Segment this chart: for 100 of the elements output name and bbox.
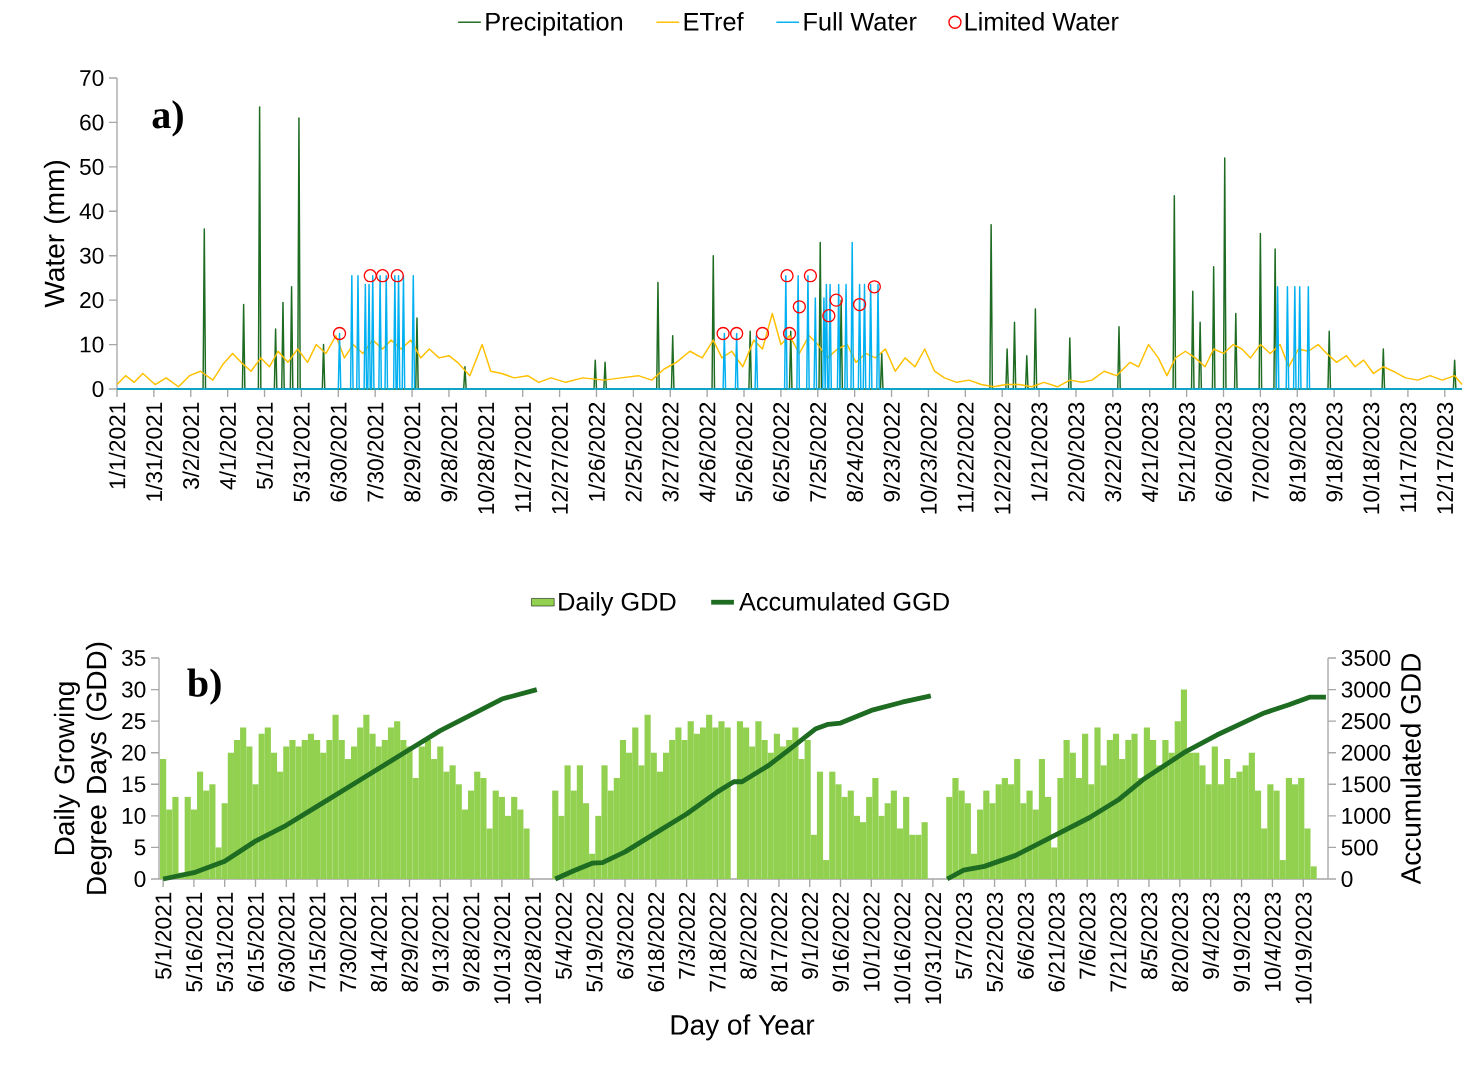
point [867,280,882,294]
x-tick-label: 10/1/2022 [862,892,880,991]
y2-tick-label: 3000 [1341,681,1391,698]
x-tick-label: 6/21/2023 [1048,892,1065,992]
x-tick-label: 7/6/2023 [1078,892,1096,979]
x-tick-label: 1/26/2022 [588,402,605,501]
x-tick-label: 3/2/2021 [182,402,200,490]
point [716,326,730,341]
x-tick-label: 10/18/2023 [1362,402,1380,514]
x-tick-label: 9/1/2022 [801,892,819,979]
x-tick-label: 6/30/2021 [329,402,347,502]
y-tick-label: 10 [80,336,104,353]
point [852,297,867,312]
x-tick-label: 8/14/2021 [370,892,388,992]
x-tick-label: 10/23/2022 [920,402,937,514]
point [803,269,818,283]
point [332,326,347,341]
x-tick-label: 9/23/2022 [883,402,900,502]
x-tick-label: 10/28/2021 [477,402,495,514]
point [390,269,404,283]
y2-tick-label: 2500 [1341,713,1391,730]
x-tick-label: 11/27/2021 [514,402,532,512]
x-tick-label: 7/21/2023 [1109,892,1127,992]
x-tick-label: 5/1/2021 [256,402,273,490]
x-tick-label: 4/1/2021 [219,402,236,490]
legend-label: Limited Water [965,12,1119,31]
point [792,300,807,314]
y-tick-label: 35 [121,649,146,667]
y2-tick-label: 3500 [1341,649,1391,667]
x-tick-label: 12/22/2022 [993,402,1011,514]
x-tick-label: 7/20/2023 [1252,402,1269,502]
y2-tick-label: 1000 [1342,807,1391,824]
x-tick-label: 2/25/2022 [625,402,642,502]
y2-tick-label: 2000 [1341,744,1391,761]
y-tick-label: 10 [122,807,146,824]
x-tick-label: 10/16/2022 [893,892,911,1004]
x-tick-label: 11/22/2022 [957,402,974,512]
x-tick-label: 1/21/2023 [1030,402,1048,501]
x-tick-label: 8/5/2023 [1140,892,1158,979]
y2-tick-label: 0 [1341,870,1353,888]
x-tick-label: 9/28/2021 [440,402,458,502]
x-tick-label: 7/15/2021 [308,892,326,992]
x-tick-label: 10/31/2022 [924,892,942,1004]
legend-label: ETref [684,12,744,31]
x-tick-label: 6/18/2022 [647,892,665,992]
line-series [944,694,1329,882]
point [755,326,770,341]
x-tick-label: 8/20/2023 [1171,892,1189,992]
point [782,326,797,341]
x-tick-label: 10/4/2023 [1264,892,1281,991]
x-tick-label: 9/16/2022 [832,892,849,992]
x-tick-label: 4/26/2022 [698,402,716,503]
y-tick-label: 70 [80,69,104,87]
point [729,326,744,341]
x-tick-label: 8/17/2022 [770,892,788,992]
x-tick-label: 9/19/2023 [1233,892,1250,992]
legend-label: Precipitation [486,12,623,36]
y-tick-label: 20 [122,744,146,761]
y-tick-label: 0 [92,380,104,398]
y2-tick-label: 1500 [1342,776,1391,793]
x-tick-label: 8/19/2023 [1288,402,1306,502]
x-tick-label: 1/1/2021 [108,402,126,489]
x-tick-label: 4/21/2023 [1141,402,1159,503]
y-tick-label: 20 [80,292,104,309]
x-tick-label: 9/4/2023 [1202,892,1220,979]
x-tick-label: 9/18/2023 [1325,402,1343,502]
y-tick-label: 25 [122,713,146,730]
x-tick-label: 1/31/2021 [145,402,163,501]
x-tick-label: 7/3/2022 [678,892,695,979]
legend-label: Daily GDD [559,592,676,616]
legend-label: Full Water [804,12,917,31]
legend-label: Accumulated GGD [739,592,949,611]
x-tick-label: 12/17/2023 [1436,402,1454,514]
point [363,269,377,283]
x-tick-label: 8/24/2022 [846,402,863,502]
x-tick-label: 5/19/2022 [585,892,603,992]
x-tick-label: 7/30/2021 [339,892,357,992]
x-tick-label: 7/25/2022 [809,402,827,502]
x-tick-label: 8/2/2022 [739,892,757,979]
x-tick-label: 5/22/2023 [986,892,1003,992]
y-tick-label: 5 [134,839,146,856]
x-tick-label: 3/22/2023 [1104,402,1122,502]
x-tick-label: 6/6/2023 [1017,892,1034,979]
y-axis-title: Water (mm) [43,161,70,308]
x-tick-label: 6/3/2022 [616,892,634,979]
x-tick-label: 12/27/2021 [551,402,568,514]
point [780,269,794,283]
x-tick-label: 9/13/2021 [431,892,449,992]
x-tick-label: 6/20/2023 [1215,402,1232,502]
x-tick-label: 5/7/2023 [955,892,973,980]
y-axis-title: Daily Growing Degree Days (GDD) [53,642,112,894]
y-tick-label: 15 [122,776,146,793]
x-tick-label: 5/21/2023 [1178,402,1195,502]
y-tick-label: 0 [134,870,146,888]
x-tick-label: 8/29/2021 [401,892,418,992]
x-axis-title: Day of Year [671,1014,815,1041]
x-tick-label: 5/1/2021 [154,892,172,980]
x-tick-label: 5/16/2021 [185,892,203,992]
x-tick-label: 5/31/2021 [293,402,310,502]
y-tick-label: 60 [80,114,104,131]
